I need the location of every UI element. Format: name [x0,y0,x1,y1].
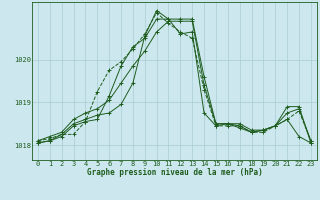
X-axis label: Graphe pression niveau de la mer (hPa): Graphe pression niveau de la mer (hPa) [86,168,262,177]
